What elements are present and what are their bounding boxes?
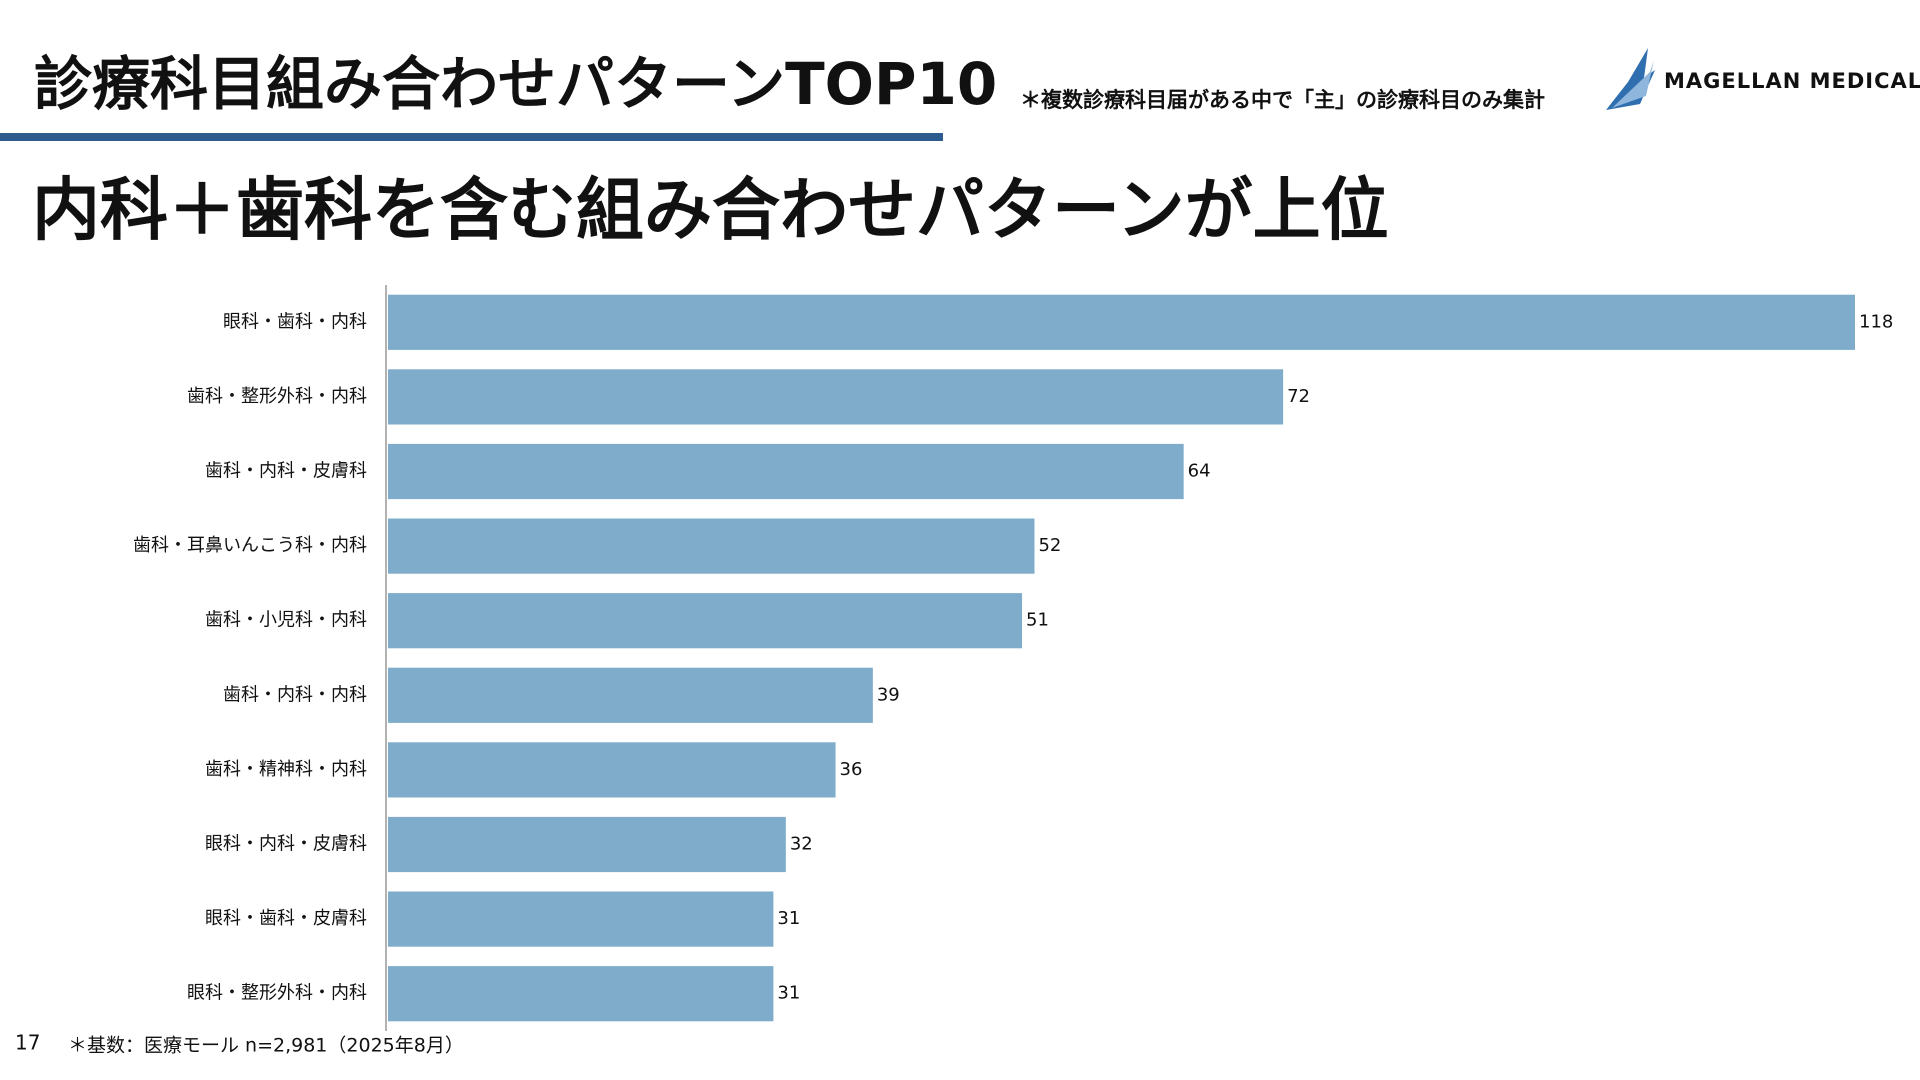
category-label: 歯科・耳鼻いんこう科・内科 xyxy=(133,535,367,556)
bar xyxy=(388,294,1855,350)
slide-title: 診療科目組み合わせパターンTOP10 xyxy=(34,50,997,118)
bar xyxy=(388,369,1284,425)
title-rule xyxy=(0,133,943,141)
logo-text: MAGELLAN MEDICAL xyxy=(1664,69,1920,93)
title-note: ＊複数診療科目届がある中で「主」の診療科目のみ集計 xyxy=(1020,88,1545,112)
category-label: 歯科・精神科・内科 xyxy=(205,759,367,780)
bar xyxy=(388,891,774,947)
value-label: 51 xyxy=(1026,610,1049,631)
bar xyxy=(388,518,1035,574)
value-label: 31 xyxy=(777,983,800,1004)
value-label: 31 xyxy=(777,908,800,929)
category-label: 眼科・内科・皮膚科 xyxy=(205,834,367,855)
logo-icon xyxy=(1606,48,1655,110)
headline: 内科＋歯科を含む組み合わせパターンが上位 xyxy=(32,172,1389,251)
category-label: 歯科・内科・皮膚科 xyxy=(205,461,367,482)
footer-note: ＊基数：医療モール n=2,981（2025年8月） xyxy=(68,1035,464,1057)
bar xyxy=(388,443,1184,500)
bar xyxy=(388,816,786,873)
value-label: 52 xyxy=(1038,535,1061,556)
category-label: 歯科・整形外科・内科 xyxy=(187,386,367,407)
category-label: 歯科・内科・内科 xyxy=(223,684,367,705)
category-label: 歯科・小児科・内科 xyxy=(205,610,367,631)
bar xyxy=(388,966,774,1022)
page-number: 17 xyxy=(15,1031,40,1055)
bar xyxy=(388,593,1023,649)
category-label: 眼科・歯科・内科 xyxy=(223,311,367,332)
value-label: 39 xyxy=(877,684,900,705)
value-label: 32 xyxy=(790,834,813,855)
value-label: 36 xyxy=(840,759,863,780)
category-label: 眼科・整形外科・内科 xyxy=(187,983,367,1004)
value-label: 64 xyxy=(1188,461,1211,482)
bar xyxy=(388,742,836,798)
value-label: 118 xyxy=(1859,311,1893,332)
bar xyxy=(388,667,873,723)
category-label: 眼科・歯科・皮膚科 xyxy=(205,908,367,929)
value-label: 72 xyxy=(1287,386,1310,407)
